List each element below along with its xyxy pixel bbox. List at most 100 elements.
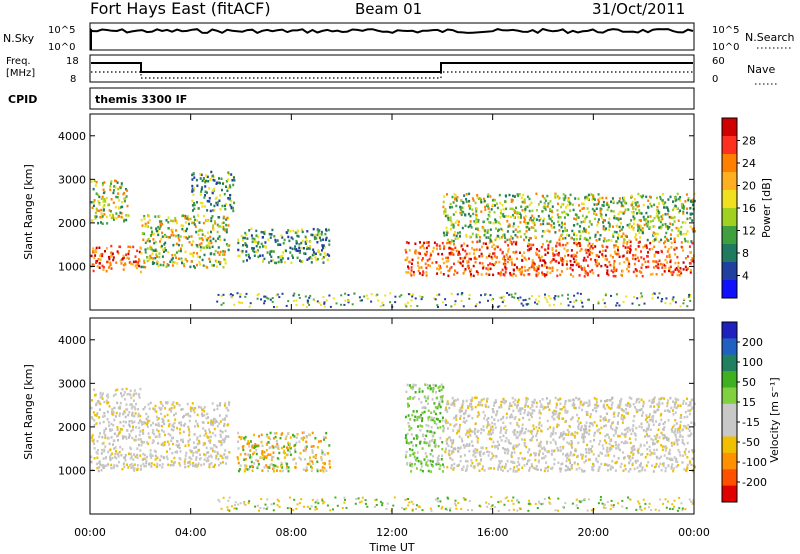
echo-cell [552,222,555,225]
echo-cell [579,225,582,228]
echo-cell [309,459,312,462]
echo-cell [516,297,519,300]
echo-cell [666,255,669,258]
echo-cell [474,396,477,399]
echo-cell [466,460,469,463]
echo-cell [132,394,135,397]
echo-cell [150,232,153,235]
echo-cell [514,233,517,237]
echo-cell [596,262,599,265]
echo-cell [154,256,157,260]
echo-cell [635,400,638,404]
echo-cell [154,458,157,461]
echo-cell [573,436,576,439]
echo-cell [560,302,562,305]
echo-cell [647,220,650,223]
echo-cell [465,443,468,446]
echo-cell [578,467,581,470]
echo-cell [179,235,182,238]
echo-cell [161,235,164,238]
echo-cell [497,468,499,471]
echo-cell [675,422,678,425]
echo-cell [408,249,411,252]
echo-cell [635,274,638,278]
echo-cell [133,406,136,409]
echo-cell [480,428,483,431]
echo-cell [421,390,424,393]
echo-cell [216,451,219,454]
echo-cell [151,454,154,457]
echo-cell [561,237,564,240]
echo-cell [535,209,538,212]
echo-cell [222,302,225,305]
echo-cell [410,274,413,277]
echo-cell [277,243,280,246]
echo-cell [218,235,221,238]
echo-cell [216,251,219,254]
echo-cell [513,195,516,198]
echo-cell [613,216,616,220]
echo-cell [557,398,560,401]
echo-cell [581,214,584,218]
echo-cell [263,232,266,236]
echo-cell [108,405,111,408]
echo-cell [497,272,500,275]
echo-cell [221,253,224,256]
echo-cell [110,182,112,185]
echo-cell [214,249,217,253]
echo-cell [588,425,591,428]
echo-cell [144,464,147,468]
echo-cell [421,419,423,423]
echo-cell [653,216,656,220]
echo-cell [628,225,631,228]
echo-cell [133,463,136,466]
echo-cell [112,439,115,442]
echo-cell [635,398,638,401]
echo-cell [540,440,543,444]
echo-cell [588,399,591,402]
power-colorbar-label: Power [dB] [760,178,773,238]
echo-cell [94,217,97,220]
echo-cell [690,269,692,272]
echo-cell [421,469,424,473]
echo-cell [458,425,461,428]
echo-cell [126,189,129,192]
echo-cell [528,466,531,470]
echo-cell [261,259,264,263]
echo-cell [132,260,135,264]
echo-cell [438,389,441,392]
echo-cell [677,197,680,201]
echo-cell [177,444,180,448]
echo-cell [554,442,557,446]
echo-cell [456,231,459,235]
echo-cell [562,430,565,434]
echo-cell [419,424,422,427]
echo-cell [537,267,540,270]
echo-cell [117,215,120,218]
echo-cell [227,435,230,438]
echo-cell [458,251,460,254]
echo-cell [612,412,615,416]
echo-cell [680,205,683,208]
echo-cell [516,423,519,427]
echo-cell [482,267,485,270]
echo-cell [530,265,533,269]
echo-cell [146,256,149,259]
echo-cell [659,462,662,466]
echo-cell [287,235,290,239]
echo-cell [499,461,502,465]
echo-cell [524,431,527,434]
echo-cell [406,256,409,259]
echo-cell [578,265,580,268]
echo-cell [674,204,677,208]
echo-cell [297,229,299,232]
echo-cell [157,233,160,237]
echo-cell [222,461,224,464]
echo-cell [171,228,174,232]
echo-cell [659,197,662,201]
echo-cell [658,226,661,229]
echo-cell [318,301,321,304]
echo-cell [243,464,246,467]
echo-cell [463,256,466,260]
echo-cell [668,226,671,229]
